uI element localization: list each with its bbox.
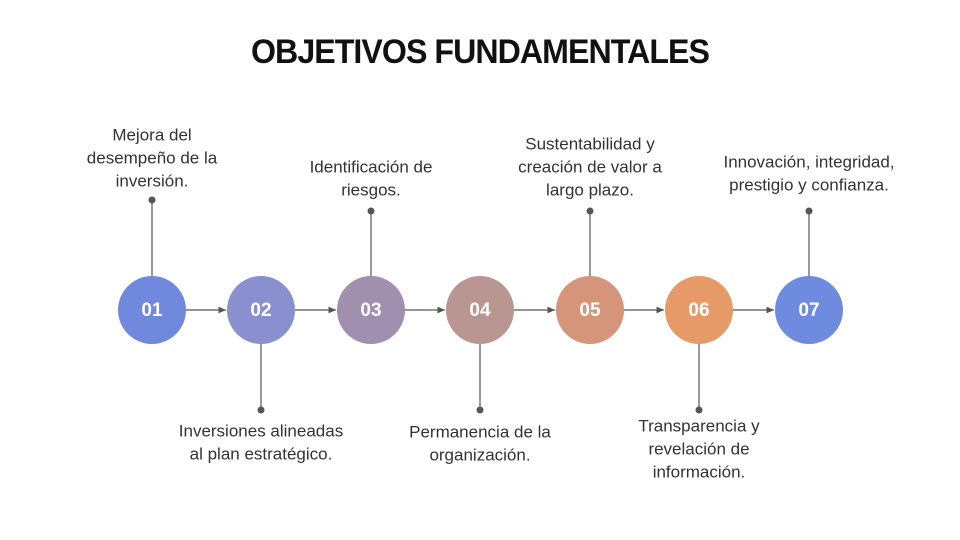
title: OBJETIVOS FUNDAMENTALES	[251, 33, 709, 71]
connector-dot	[257, 406, 265, 414]
step-number: 02	[250, 300, 271, 321]
step-label: revelación de	[648, 439, 749, 458]
step-label: Identificación de	[310, 157, 433, 176]
step-number: 07	[798, 300, 819, 321]
step-circle	[337, 276, 405, 344]
step-label: Innovación, integridad,	[723, 152, 894, 171]
step-label: desempeño de la	[87, 148, 218, 167]
step-label: Transparencia y	[638, 416, 760, 435]
step-label: Permanencia de la	[409, 422, 551, 441]
connector-dot	[805, 207, 813, 215]
step-label: inversión.	[116, 171, 189, 190]
step-circle	[118, 276, 186, 344]
step-label: información.	[653, 462, 746, 481]
step-number: 06	[688, 300, 709, 321]
step-label: Mejora del	[112, 125, 191, 144]
timeline: 01 Mejora del desempeño de la inversión. 02 I…	[87, 125, 895, 481]
step-label: largo plazo.	[546, 180, 634, 199]
step-circle	[227, 276, 295, 344]
connector-dot	[476, 406, 484, 414]
step-number: 03	[360, 300, 381, 321]
connector-dot	[148, 196, 156, 204]
step-label: Inversiones alineadas	[179, 421, 343, 440]
step-label: al plan estratégico.	[190, 444, 333, 463]
connector-dot	[586, 207, 594, 215]
step-number: 05	[579, 300, 601, 321]
step-label: prestigio y confianza.	[729, 175, 889, 194]
connector-dot	[695, 406, 703, 414]
step-label: riesgos.	[341, 180, 401, 199]
step-number: 01	[141, 300, 163, 321]
step-number: 04	[469, 300, 491, 321]
connector-dot	[367, 207, 375, 215]
step-label: creación de valor a	[518, 157, 662, 176]
step-label: Sustentabilidad y	[525, 134, 655, 153]
step-circle	[556, 276, 624, 344]
step-circle	[665, 276, 733, 344]
step-label: organización.	[429, 445, 530, 464]
step-circle	[446, 276, 514, 344]
step-circle	[775, 276, 843, 344]
